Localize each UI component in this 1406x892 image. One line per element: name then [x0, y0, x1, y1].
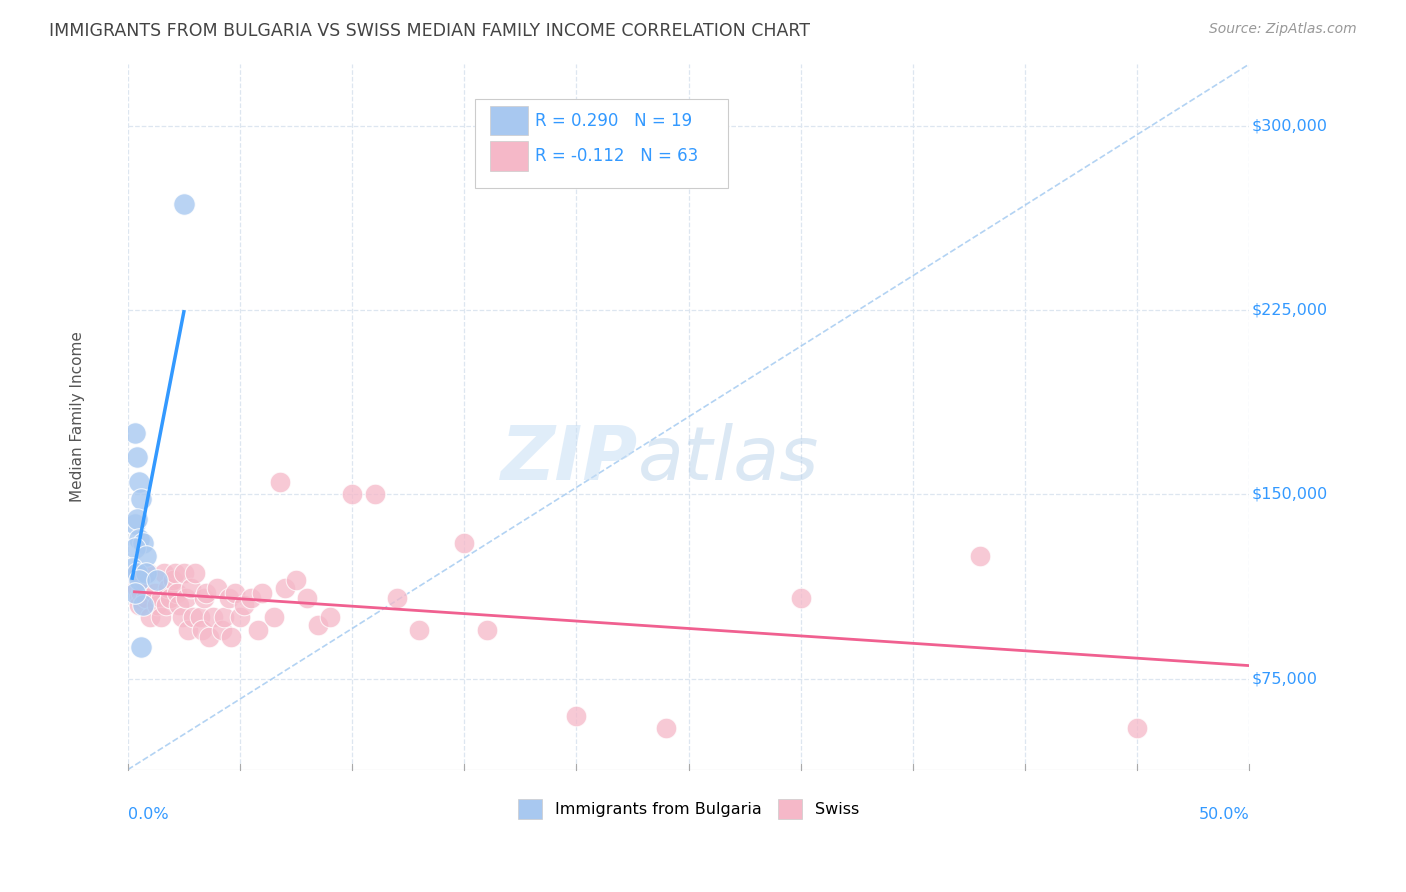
Point	[128, 598, 150, 612]
Text: Source: ZipAtlas.com: Source: ZipAtlas.com	[1209, 22, 1357, 37]
Point	[166, 585, 188, 599]
Point	[155, 598, 177, 612]
Point	[128, 591, 150, 605]
Text: $300,000: $300,000	[1251, 118, 1327, 133]
Point	[124, 585, 146, 599]
Point	[170, 610, 193, 624]
Point	[195, 585, 218, 599]
Legend: Immigrants from Bulgaria, Swiss: Immigrants from Bulgaria, Swiss	[512, 793, 865, 825]
Text: R = 0.290   N = 19: R = 0.290 N = 19	[534, 112, 692, 129]
Point	[173, 197, 195, 211]
FancyBboxPatch shape	[491, 141, 529, 170]
Text: atlas: atlas	[638, 423, 820, 495]
Point	[1126, 721, 1149, 735]
Point	[297, 591, 319, 605]
Point	[124, 425, 146, 440]
Point	[193, 591, 215, 605]
Text: R = -0.112   N = 63: R = -0.112 N = 63	[534, 147, 699, 165]
Point	[129, 640, 152, 654]
Point	[146, 574, 169, 588]
Point	[129, 585, 152, 599]
Point	[150, 610, 173, 624]
Point	[789, 591, 811, 605]
Point	[969, 549, 991, 563]
Point	[135, 591, 157, 605]
Point	[340, 487, 363, 501]
Point	[408, 623, 430, 637]
Point	[263, 610, 285, 624]
Point	[274, 581, 297, 595]
Point	[125, 512, 148, 526]
Point	[211, 623, 233, 637]
Point	[128, 532, 150, 546]
Point	[132, 536, 155, 550]
Point	[285, 574, 308, 588]
Point	[157, 581, 180, 595]
Point	[181, 610, 204, 624]
Point	[191, 623, 214, 637]
Point	[229, 610, 252, 624]
Text: IMMIGRANTS FROM BULGARIA VS SWISS MEDIAN FAMILY INCOME CORRELATION CHART: IMMIGRANTS FROM BULGARIA VS SWISS MEDIAN…	[49, 22, 810, 40]
Point	[252, 585, 274, 599]
FancyBboxPatch shape	[491, 105, 529, 136]
Text: $75,000: $75,000	[1251, 671, 1317, 686]
Point	[135, 549, 157, 563]
Point	[162, 574, 184, 588]
Point	[143, 585, 166, 599]
Point	[129, 492, 152, 507]
Point	[219, 630, 242, 644]
Point	[150, 591, 173, 605]
Point	[121, 561, 143, 575]
Point	[218, 591, 240, 605]
Point	[152, 566, 174, 580]
Point	[128, 475, 150, 489]
Point	[125, 566, 148, 580]
Point	[159, 591, 181, 605]
Point	[125, 450, 148, 465]
Point	[385, 591, 408, 605]
Point	[174, 591, 197, 605]
Point	[163, 566, 186, 580]
Text: $225,000: $225,000	[1251, 302, 1327, 318]
Point	[136, 566, 159, 580]
Point	[173, 566, 195, 580]
Point	[124, 516, 146, 531]
Point	[188, 610, 211, 624]
Point	[318, 610, 340, 624]
Point	[475, 623, 498, 637]
Point	[655, 721, 678, 735]
Point	[224, 585, 246, 599]
Point	[565, 708, 588, 723]
Point	[128, 574, 150, 588]
Point	[233, 598, 256, 612]
Text: 50.0%: 50.0%	[1198, 806, 1250, 822]
Point	[197, 630, 219, 644]
FancyBboxPatch shape	[475, 99, 728, 187]
Text: Median Family Income: Median Family Income	[70, 332, 84, 502]
Text: ZIP: ZIP	[501, 423, 638, 496]
Text: $150,000: $150,000	[1251, 487, 1327, 502]
Point	[132, 574, 155, 588]
Point	[135, 566, 157, 580]
Point	[177, 623, 200, 637]
Point	[124, 566, 146, 580]
Point	[146, 598, 169, 612]
Point	[207, 581, 229, 595]
Point	[202, 610, 225, 624]
Point	[307, 617, 329, 632]
Point	[125, 581, 148, 595]
Point	[240, 591, 263, 605]
Point	[180, 581, 202, 595]
Point	[139, 610, 162, 624]
Point	[363, 487, 385, 501]
Point	[246, 623, 269, 637]
Point	[184, 566, 207, 580]
Point	[132, 598, 155, 612]
Point	[212, 610, 235, 624]
Point	[453, 536, 475, 550]
Text: 0.0%: 0.0%	[128, 806, 169, 822]
Point	[269, 475, 291, 489]
Point	[169, 598, 191, 612]
Point	[124, 541, 146, 556]
